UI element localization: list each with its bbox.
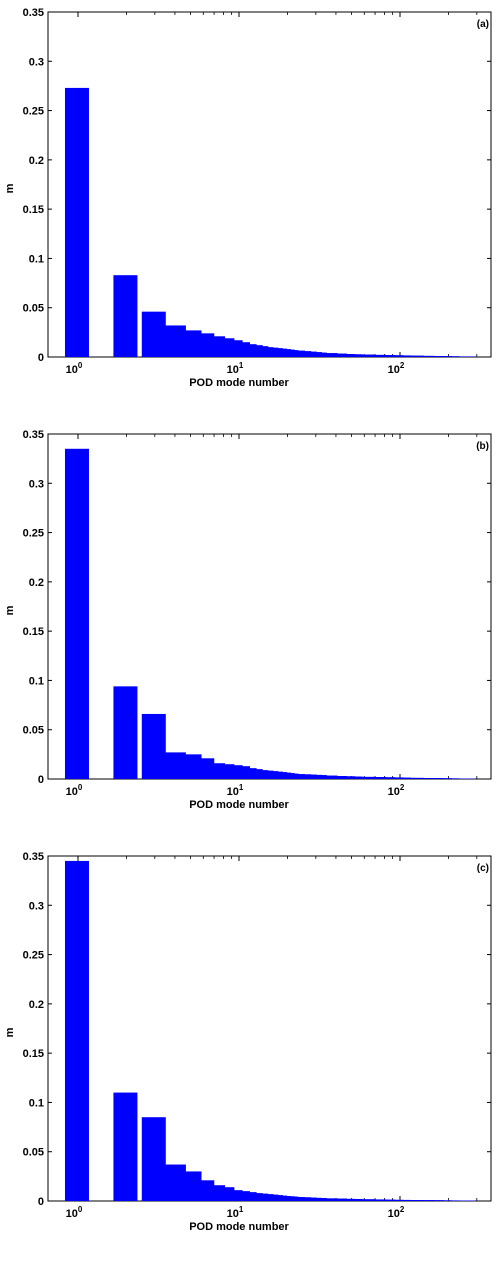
y-tick-label: 0.1 xyxy=(29,253,44,265)
bar-mode-50 xyxy=(338,776,363,779)
y-axis-label: m xyxy=(4,183,16,193)
y-tick-label: 0.35 xyxy=(23,429,44,441)
x-tick-label: 102 xyxy=(388,361,405,376)
x-axis-label: POD mode number xyxy=(189,377,289,389)
x-tick-label: 100 xyxy=(66,783,83,798)
y-tick-label: 0 xyxy=(38,1196,44,1208)
bar-mode-50 xyxy=(338,354,363,357)
panel-label: (c) xyxy=(477,863,489,874)
x-tick-label: 100 xyxy=(66,361,83,376)
y-tick-label: 0.2 xyxy=(29,577,44,589)
y-tick-label: 0.25 xyxy=(23,950,44,962)
bar-mode-2 xyxy=(113,686,138,779)
bar-mode-1 xyxy=(64,448,89,779)
y-tick-label: 0.05 xyxy=(23,1147,44,1159)
y-tick-label: 0.35 xyxy=(23,851,44,863)
bar-mode-100 xyxy=(386,1199,411,1201)
bar-mode-200 xyxy=(435,778,460,779)
y-tick-label: 0.05 xyxy=(23,303,44,315)
y-tick-label: 0.2 xyxy=(29,155,44,167)
x-tick-label: 100 xyxy=(66,1205,83,1220)
chart-svg-c: 0 0.05 0.1 0.15 0.2 0.25 0.3 0.35 100 101 102 POD m… xyxy=(4,851,492,1233)
bar-mode-200 xyxy=(435,356,460,357)
x-tick-label: 101 xyxy=(227,361,244,376)
bar-mode-2 xyxy=(113,1092,138,1201)
y-axis-label: m xyxy=(4,1027,16,1037)
bar-mode-3 xyxy=(141,1117,166,1201)
y-tick-label: 0.2 xyxy=(29,999,44,1011)
chart-panel-c: 0 0.05 0.1 0.15 0.2 0.25 0.3 0.35 100 101 102 POD m… xyxy=(0,844,496,1264)
bar-mode-2 xyxy=(113,275,138,357)
bar-mode-250 xyxy=(451,778,476,780)
bar-mode-200 xyxy=(435,1200,460,1201)
bar-mode-250 xyxy=(451,1200,476,1202)
x-tick-label: 101 xyxy=(227,783,244,798)
chart-panel-a: 0 0.05 0.1 0.15 0.2 0.25 0.3 0.35 100 101 102 POD m… xyxy=(0,0,496,420)
x-tick-label: 102 xyxy=(388,783,405,798)
x-axis-label: POD mode number xyxy=(189,799,289,811)
y-axis-label: m xyxy=(4,605,16,615)
panel-label: (b) xyxy=(476,441,489,452)
y-tick-label: 0.15 xyxy=(23,626,44,638)
y-tick-label: 0.3 xyxy=(29,900,44,912)
bar-mode-3 xyxy=(141,311,166,357)
y-tick-label: 0.1 xyxy=(29,1097,44,1109)
bar-mode-3 xyxy=(141,713,166,779)
bar-mode-1 xyxy=(64,87,89,358)
y-tick-label: 0 xyxy=(38,352,44,364)
y-tick-label: 0.15 xyxy=(23,204,44,216)
bar-mode-250 xyxy=(451,356,476,357)
x-tick-label: 102 xyxy=(388,1205,405,1220)
bar-mode-100 xyxy=(386,355,411,357)
chart-svg-b: 0 0.05 0.1 0.15 0.2 0.25 0.3 0.35 100 101 102 POD m… xyxy=(4,429,492,811)
y-tick-label: 0 xyxy=(38,774,44,786)
x-tick-label: 101 xyxy=(227,1205,244,1220)
y-tick-label: 0.35 xyxy=(23,7,44,19)
y-tick-label: 0.25 xyxy=(23,528,44,540)
chart-panel-b: 0 0.05 0.1 0.15 0.2 0.25 0.3 0.35 100 101 102 POD m… xyxy=(0,422,496,842)
chart-svg-a: 0 0.05 0.1 0.15 0.2 0.25 0.3 0.35 100 101 102 POD m… xyxy=(4,7,492,389)
y-tick-label: 0.05 xyxy=(23,725,44,737)
y-tick-label: 0.25 xyxy=(23,106,44,118)
x-axis-label: POD mode number xyxy=(189,1221,289,1233)
bar-mode-50 xyxy=(338,1199,363,1201)
y-tick-label: 0.1 xyxy=(29,675,44,687)
y-tick-label: 0.3 xyxy=(29,56,44,68)
bar-mode-1 xyxy=(64,860,89,1201)
panel-label: (a) xyxy=(477,19,489,30)
bar-mode-100 xyxy=(386,777,411,779)
y-tick-label: 0.3 xyxy=(29,478,44,490)
y-tick-label: 0.15 xyxy=(23,1048,44,1060)
